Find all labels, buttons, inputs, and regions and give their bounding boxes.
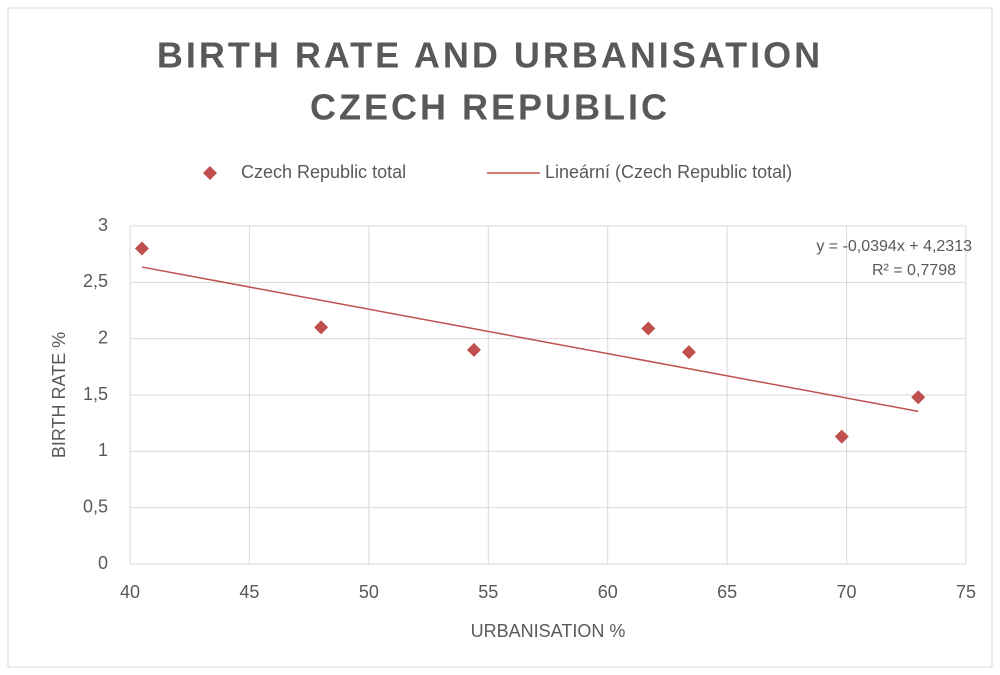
chart-title: CZECH REPUBLIC	[310, 87, 670, 128]
chart-border	[7, 7, 993, 668]
y-tick-label: 0,5	[83, 496, 108, 516]
x-axis-label: URBANISATION %	[471, 621, 626, 641]
point	[314, 320, 329, 335]
y-axis-label: BIRTH RATE %	[49, 332, 69, 458]
x-tick-label: 70	[837, 582, 857, 602]
point	[466, 342, 481, 357]
x-tick-label: 60	[598, 582, 618, 602]
point	[911, 390, 926, 405]
point	[641, 321, 656, 336]
x-tick-label: 75	[956, 582, 976, 602]
trendline-r2: R² = 0,7798	[872, 262, 956, 279]
chart-title: BIRTH RATE AND URBANISATION	[157, 35, 823, 76]
point	[681, 345, 696, 360]
legend-label: Lineární (Czech Republic total)	[545, 162, 792, 182]
legend-marker	[203, 166, 217, 180]
trendline-equation: y = -0,0394x + 4,2313	[816, 238, 972, 255]
y-tick-label: 1	[98, 440, 108, 460]
x-tick-label: 40	[120, 582, 140, 602]
x-tick-label: 65	[717, 582, 737, 602]
point	[834, 429, 849, 444]
x-tick-label: 55	[478, 582, 498, 602]
x-tick-label: 50	[359, 582, 379, 602]
y-tick-label: 2,5	[83, 271, 108, 291]
x-tick-label: 45	[239, 582, 259, 602]
y-tick-label: 1,5	[83, 384, 108, 404]
point	[134, 241, 149, 256]
legend-label: Czech Republic total	[241, 162, 406, 182]
y-tick-label: 2	[98, 327, 108, 347]
y-tick-label: 0	[98, 553, 108, 573]
trendline	[141, 266, 919, 413]
y-tick-label: 3	[98, 215, 108, 235]
